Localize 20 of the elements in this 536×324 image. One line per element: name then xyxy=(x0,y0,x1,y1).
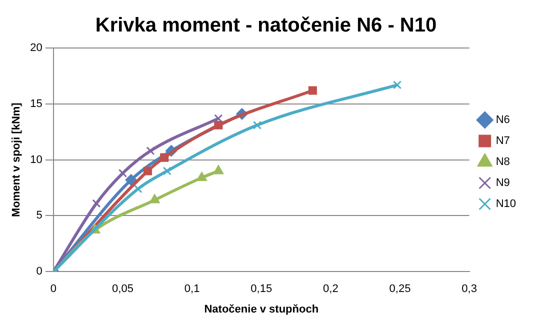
x-tick-label: 0,25 xyxy=(389,283,411,296)
legend-label: N6 xyxy=(496,114,510,126)
x-axis-title: Natočenie v stupňoch xyxy=(204,303,319,316)
x-tick-label: 0,15 xyxy=(250,283,272,296)
chart-title: Krivka moment - natočenie N6 - N10 xyxy=(95,14,437,37)
y-axis-title: Moment v spoji [kNm] xyxy=(10,102,23,217)
x-tick-label: 0,2 xyxy=(323,283,338,296)
legend-label: N7 xyxy=(496,135,510,148)
y-tick-label: 0 xyxy=(36,266,42,278)
x-tick-label: 0 xyxy=(50,283,56,296)
x-tick-label: 0,05 xyxy=(112,283,134,296)
legend-label: N10 xyxy=(496,198,516,210)
y-tick-label: 10 xyxy=(30,154,42,166)
x-tick-label: 0,1 xyxy=(184,283,200,296)
x-tick-label: 0,3 xyxy=(462,283,477,296)
y-tick-label: 5 xyxy=(36,210,42,222)
y-tick-label: 20 xyxy=(30,42,42,54)
legend-label: N8 xyxy=(496,156,510,168)
y-tick-label: 15 xyxy=(30,98,42,110)
legend-label: N9 xyxy=(496,177,510,190)
